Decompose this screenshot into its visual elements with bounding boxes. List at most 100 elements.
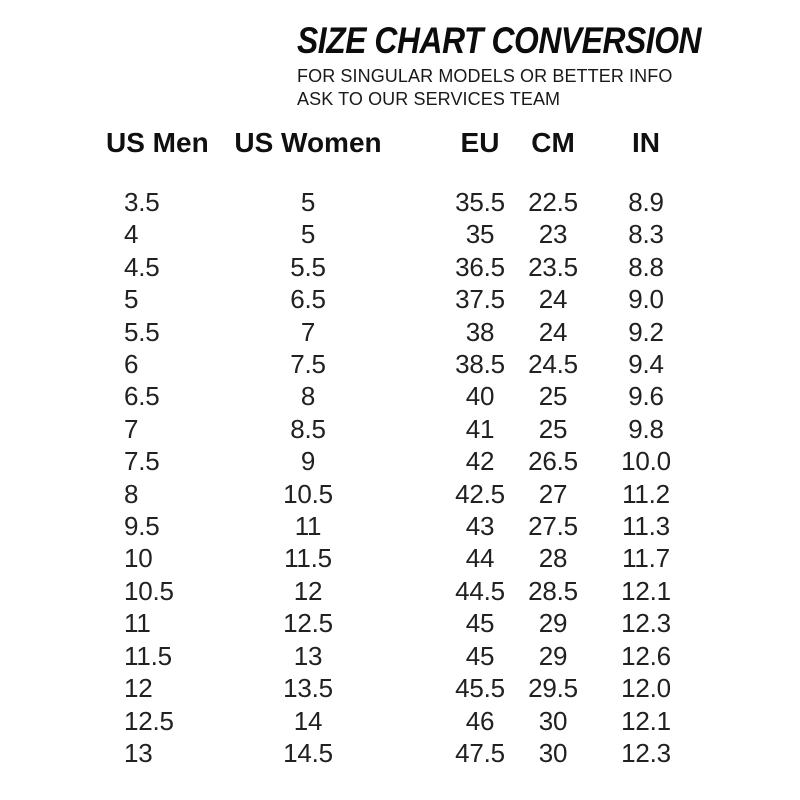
table-header-row: US Men US Women EU CM IN (100, 126, 706, 160)
column-spacer (398, 542, 440, 574)
table-row: 9.5 11 43 27.5 11.3 (100, 510, 706, 542)
cell-us-men: 12.5 (124, 705, 174, 736)
cell-eu: 37.5 (455, 284, 505, 315)
table-row: 4 5 35 23 8.3 (100, 218, 706, 250)
cell-us-women: 7.5 (290, 349, 326, 380)
cell-us-women: 6.5 (290, 284, 326, 315)
column-spacer (398, 510, 440, 542)
cell-us-women: 5 (300, 187, 316, 217)
cell-cm: 28 (538, 543, 568, 574)
column-spacer (398, 251, 440, 283)
cell-us-women: 11.5 (284, 543, 332, 574)
column-spacer (398, 283, 440, 315)
cell-cm: 29.5 (528, 673, 578, 704)
cell-cm: 29 (538, 640, 568, 671)
cell-in: 12.1 (621, 705, 671, 736)
cell-in: 9.0 (628, 284, 664, 315)
cell-eu: 38.5 (455, 349, 505, 380)
table-row: 4.5 5.5 36.5 23.5 8.8 (100, 251, 706, 283)
cell-cm: 25 (538, 381, 568, 412)
cell-us-women: 11 (294, 511, 322, 542)
column-spacer (398, 126, 440, 160)
cell-cm: 22.5 (528, 187, 578, 217)
cell-us-women: 14.5 (283, 737, 333, 768)
cell-in: 11.7 (622, 543, 670, 574)
table-row: 5.5 7 38 24 9.2 (100, 316, 706, 348)
cell-in: 9.8 (628, 413, 664, 444)
cell-eu: 45.5 (455, 673, 505, 704)
cell-eu: 45 (465, 640, 495, 671)
table-row: 8 10.5 42.5 27 11.2 (100, 478, 706, 510)
cell-cm: 28.5 (528, 575, 578, 606)
cell-us-women: 10.5 (283, 478, 333, 509)
table-row: 10 11.5 44 28 11.7 (100, 542, 706, 574)
cell-eu: 40 (465, 381, 495, 412)
cell-us-men: 6 (124, 349, 139, 380)
cell-us-women: 8.5 (290, 413, 326, 444)
table-row: 7.5 9 42 26.5 10.0 (100, 445, 706, 477)
cell-cm: 26.5 (528, 446, 578, 477)
cell-in: 10.0 (621, 446, 671, 477)
column-header-cm: CM (531, 127, 575, 158)
cell-eu: 35.5 (455, 187, 505, 217)
cell-cm: 23.5 (528, 251, 578, 282)
cell-us-men: 3.5 (124, 187, 160, 217)
table-row: 5 6.5 37.5 24 9.0 (100, 283, 706, 315)
column-header-eu: EU (460, 127, 500, 158)
table-row: 12.5 14 46 30 12.1 (100, 705, 706, 737)
cell-cm: 27 (538, 478, 568, 509)
cell-us-women: 8 (300, 381, 316, 412)
cell-us-men: 7 (124, 413, 139, 444)
table-row: 11.5 13 45 29 12.6 (100, 640, 706, 672)
cell-us-men: 5 (124, 284, 139, 315)
cell-in: 12.6 (621, 640, 671, 671)
cell-eu: 38 (465, 316, 495, 347)
cell-eu: 42 (465, 446, 495, 477)
cell-in: 11.2 (622, 478, 670, 509)
cell-in: 11.3 (622, 511, 670, 542)
column-spacer (398, 575, 440, 607)
cell-us-women: 7 (300, 316, 316, 347)
cell-in: 12.0 (621, 673, 671, 704)
page-title: SIZE CHART CONVERSION (297, 20, 702, 61)
cell-us-men: 10.5 (124, 575, 174, 606)
cell-eu: 41 (465, 413, 495, 444)
cell-cm: 27.5 (528, 511, 578, 542)
column-spacer (398, 478, 440, 510)
cell-us-men: 10 (124, 543, 153, 574)
table-row: 10.5 12 44.5 28.5 12.1 (100, 575, 706, 607)
column-spacer (398, 705, 440, 737)
cell-cm: 30 (538, 705, 568, 736)
cell-in: 9.6 (628, 381, 664, 412)
cell-us-men: 11.5 (124, 640, 172, 671)
subtitle: FOR SINGULAR MODELS OR BETTER INFO ASK T… (297, 65, 767, 111)
column-spacer (398, 640, 440, 672)
cell-cm: 25 (538, 413, 568, 444)
cell-in: 8.3 (628, 219, 664, 250)
column-spacer (398, 672, 440, 704)
cell-eu: 46 (465, 705, 495, 736)
cell-eu: 44 (465, 543, 495, 574)
cell-us-women: 13.5 (283, 673, 333, 704)
cell-us-men: 8 (124, 478, 139, 509)
cell-us-men: 4.5 (124, 251, 160, 282)
cell-in: 9.2 (628, 316, 664, 347)
table-row: 13 14.5 47.5 30 12.3 (100, 737, 706, 769)
cell-us-men: 6.5 (124, 381, 160, 412)
cell-us-women: 12 (293, 575, 323, 606)
subtitle-line-2: ASK TO OUR SERVICES TEAM (297, 89, 561, 109)
cell-in: 9.4 (628, 349, 664, 380)
cell-us-men: 9.5 (124, 511, 160, 542)
column-spacer (398, 413, 440, 445)
column-header-in: IN (632, 127, 660, 158)
cell-cm: 24 (538, 284, 568, 315)
cell-in: 12.3 (621, 737, 671, 768)
column-spacer (398, 607, 440, 639)
cell-us-men: 13 (124, 737, 153, 768)
cell-eu: 43 (465, 511, 495, 542)
cell-us-men: 11 (124, 608, 151, 639)
cell-in: 12.1 (621, 575, 671, 606)
cell-in: 8.9 (628, 187, 664, 217)
cell-cm: 24 (538, 316, 568, 347)
table-row: 12 13.5 45.5 29.5 12.0 (100, 672, 706, 704)
